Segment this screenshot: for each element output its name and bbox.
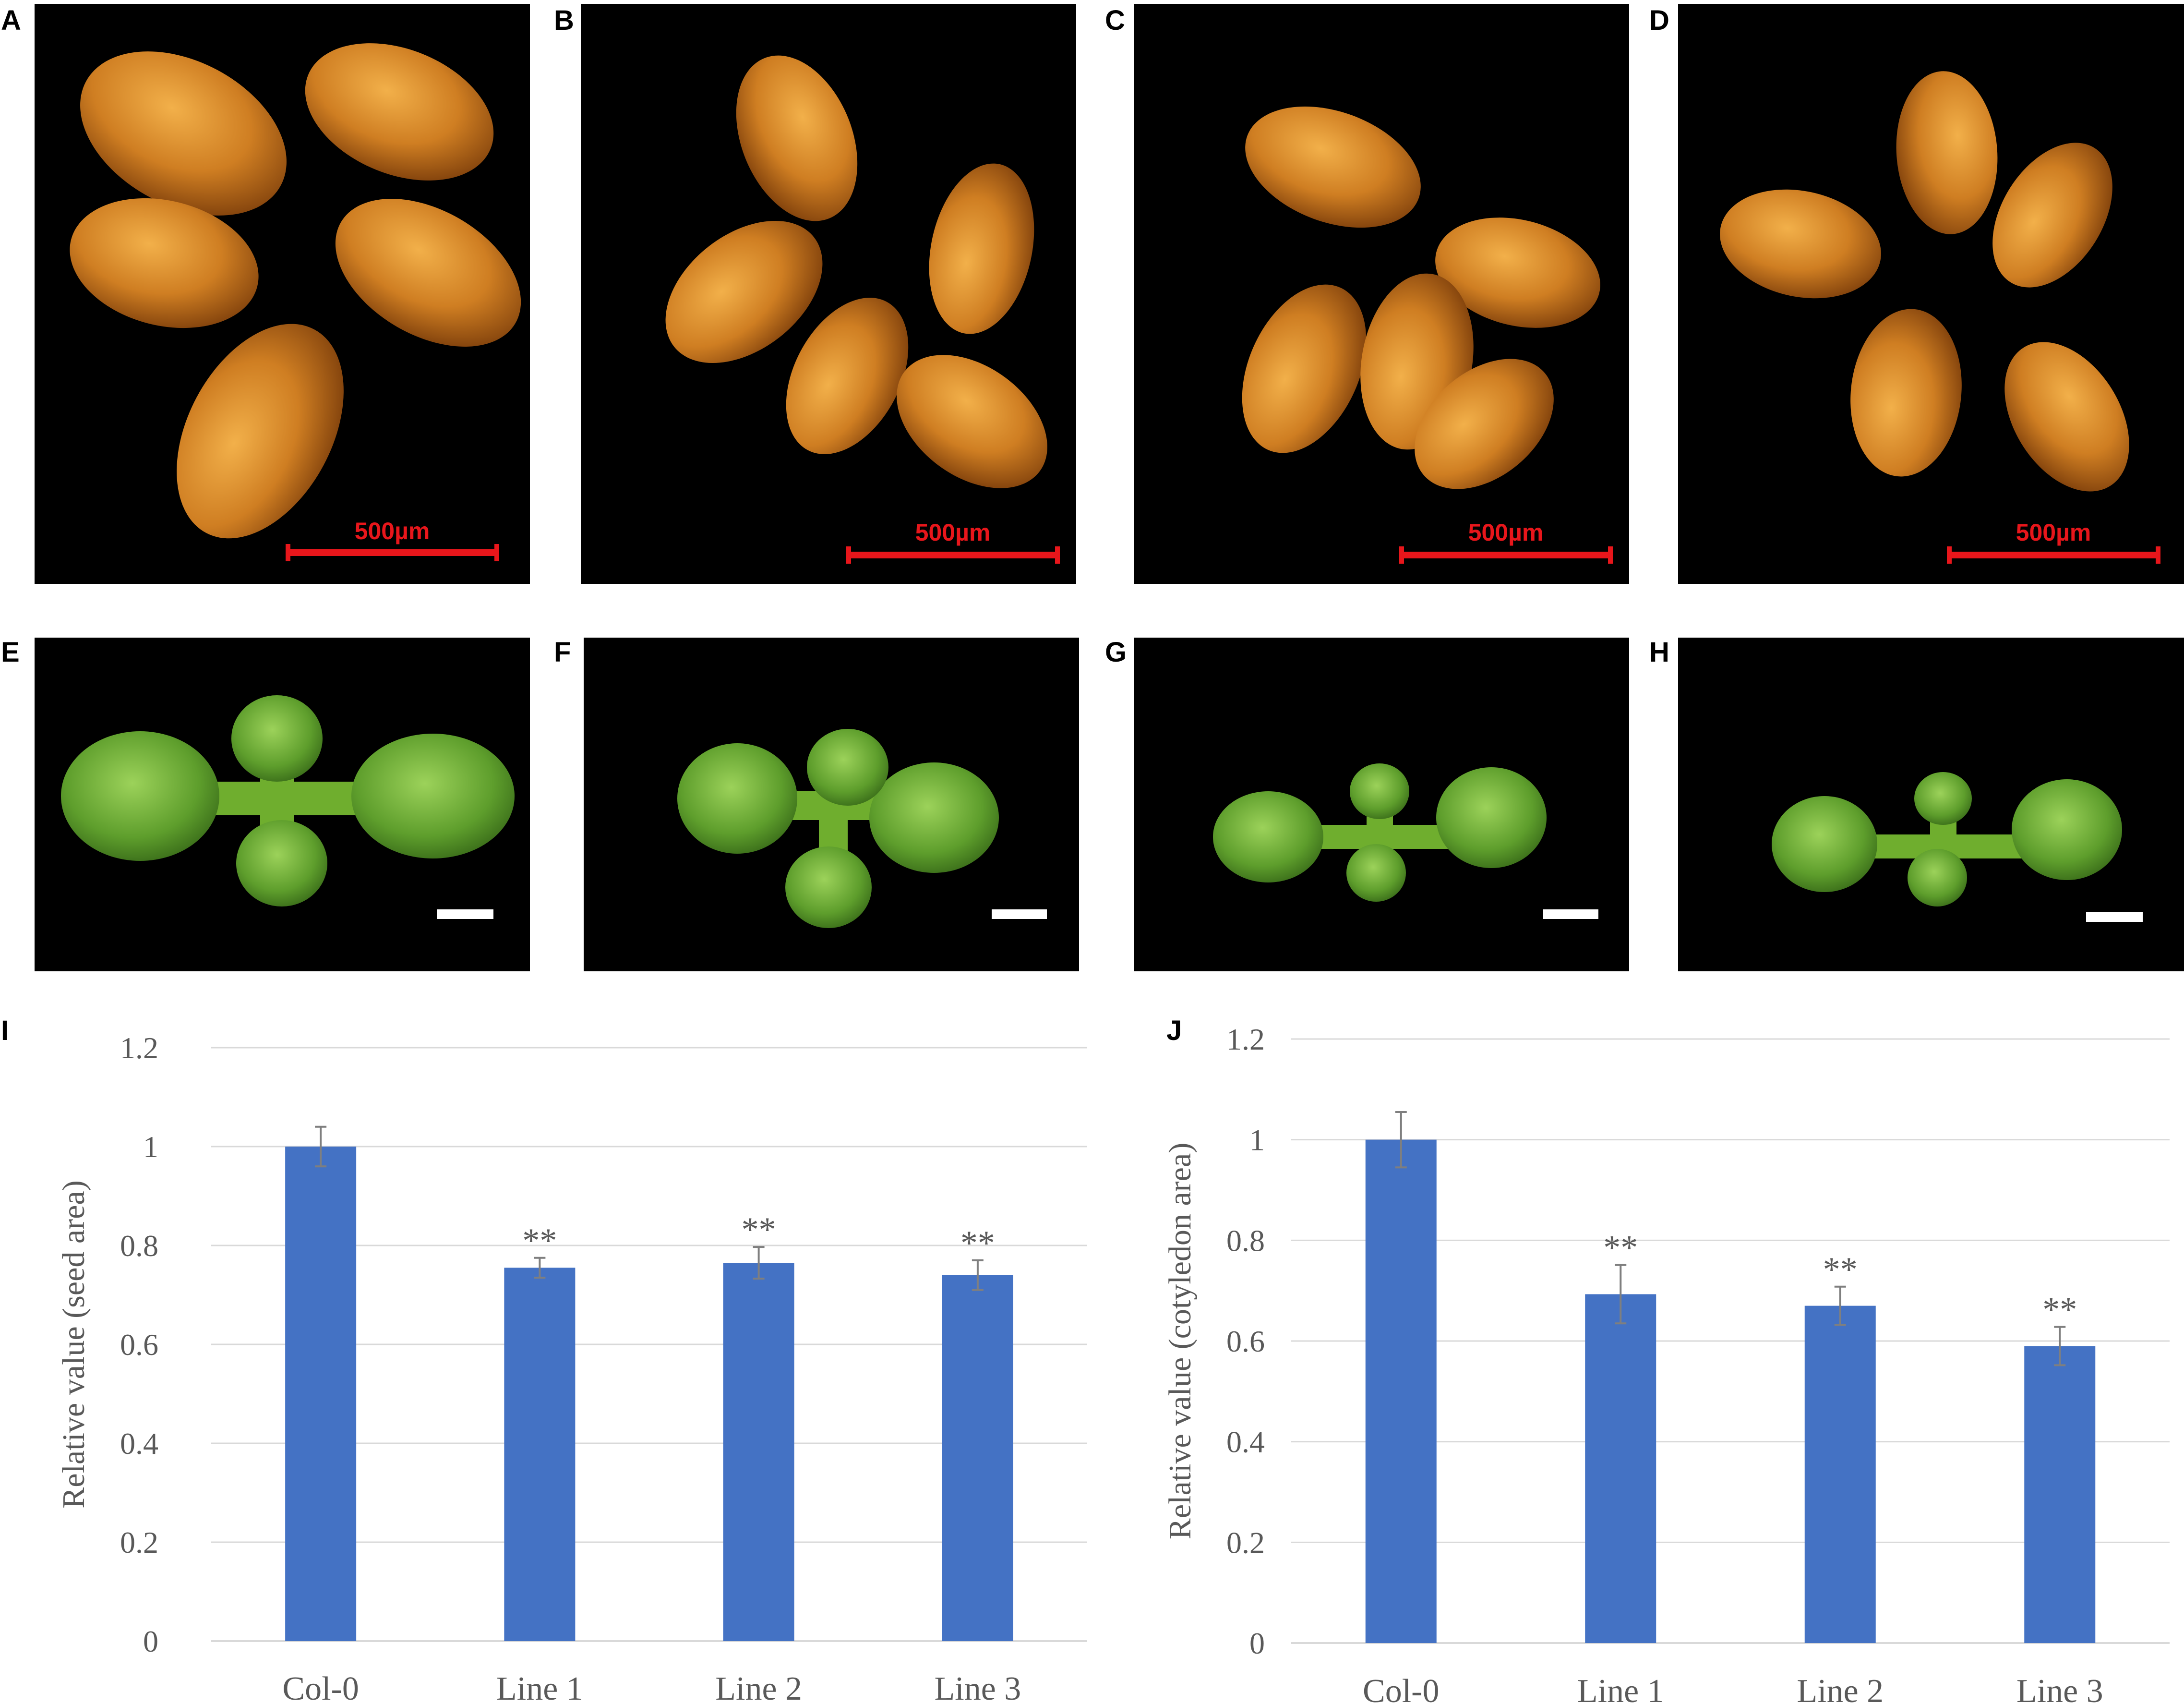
significance-label: **	[960, 1224, 995, 1262]
seed-image: 500µm	[665, 55, 1060, 564]
seedling-image	[1772, 772, 2143, 922]
y-tick-label: 1.2	[1226, 1022, 1265, 1056]
y-axis-label: Relative value (cotyledon area)	[1163, 1143, 1198, 1539]
x-tick-label: Line 1	[1577, 1673, 1664, 1704]
significance-label: **	[2042, 1291, 2077, 1329]
bar-line-2	[1804, 1305, 1876, 1643]
seed-image: 500µm	[1720, 71, 2160, 564]
y-tick-label: 1.2	[120, 1031, 158, 1065]
x-tick-label: Line 2	[1797, 1673, 1884, 1704]
scale-bar	[992, 909, 1047, 919]
significance-label: **	[1823, 1250, 1858, 1289]
bar-line-2	[723, 1263, 794, 1641]
seedling-photo-h	[1678, 638, 2184, 971]
panel-label-c: C	[1105, 5, 1125, 36]
bar-line-3	[942, 1275, 1013, 1641]
scale-bar-label: 500µm	[915, 519, 991, 546]
panel-label-f: F	[554, 637, 571, 668]
seed-photo-a: 500µm	[35, 4, 530, 584]
scale-bar-label: 500µm	[2016, 519, 2091, 546]
panel-label-j: J	[1166, 1015, 1182, 1046]
seedling-image	[677, 729, 1047, 928]
seed-photo-b: 500µm	[581, 4, 1076, 584]
bar-line-1	[1585, 1294, 1656, 1643]
x-tick-label: Col-0	[1363, 1673, 1439, 1704]
significance-label: **	[742, 1210, 776, 1249]
scale-bar	[1543, 909, 1598, 919]
panel-label-b: B	[554, 5, 574, 36]
bar-line-3	[2024, 1346, 2096, 1643]
seed-area-bar-chart: 0 0.2 0.4 0.6 0.8 1 1.2 Col-0 ** Line 1 ** Line 2 **…	[56, 1031, 1087, 1704]
seed-image: 500µm	[1242, 106, 1613, 564]
seed-photo-c: 500µm	[1134, 4, 1629, 584]
seed-image: 500µm	[70, 43, 521, 561]
y-tick-label: 0.6	[120, 1328, 158, 1362]
panel-label-d: D	[1649, 5, 1669, 36]
panel-label-g: G	[1105, 637, 1127, 668]
y-tick-label: 0.2	[1226, 1525, 1265, 1559]
bar-col-0	[1365, 1139, 1437, 1643]
y-tick-label: 0.6	[1226, 1324, 1265, 1358]
seed-photo-d: 500µm	[1678, 4, 2184, 584]
x-tick-label: Line 3	[2016, 1673, 2103, 1704]
y-tick-label: 0.8	[120, 1229, 158, 1263]
x-tick-label: Col-0	[282, 1670, 359, 1704]
y-axis-label: Relative value (seed area)	[56, 1180, 91, 1508]
panel-label-e: E	[1, 637, 20, 668]
bar-col-0	[285, 1147, 357, 1641]
y-tick-label: 0.8	[1226, 1223, 1265, 1257]
x-tick-label: Line 3	[934, 1670, 1021, 1704]
seedling-photo-g	[1134, 638, 1629, 971]
panel-label-h: H	[1649, 637, 1669, 668]
y-tick-label: 0.4	[1226, 1425, 1265, 1459]
scale-bar-label: 500µm	[1468, 519, 1544, 546]
y-tick-label: 0	[143, 1624, 158, 1658]
scale-bar	[2086, 912, 2143, 922]
y-tick-label: 1	[1249, 1123, 1265, 1157]
significance-label: **	[1603, 1229, 1638, 1267]
seedling-photo-e	[35, 638, 530, 971]
seedling-image	[61, 695, 515, 919]
bar-line-1	[504, 1268, 576, 1641]
cotyledon-area-bar-chart: 0 0.2 0.4 0.6 0.8 1 1.2 Col-0 ** Line 1 ** Line 2 **…	[1163, 1022, 2170, 1704]
y-tick-label: 0	[1249, 1626, 1265, 1660]
scale-bar-label: 500µm	[355, 518, 430, 544]
seedling-photo-f	[584, 638, 1079, 971]
y-tick-label: 1	[143, 1130, 158, 1164]
y-tick-label: 0.2	[120, 1525, 158, 1559]
x-tick-label: Line 2	[715, 1670, 802, 1704]
x-tick-label: Line 1	[496, 1670, 583, 1704]
significance-label: **	[522, 1221, 557, 1260]
scale-bar	[437, 909, 493, 919]
panel-label-i: I	[1, 1015, 9, 1046]
panel-label-a: A	[1, 5, 21, 36]
y-tick-label: 0.4	[120, 1426, 158, 1461]
seedling-image	[1213, 763, 1598, 919]
